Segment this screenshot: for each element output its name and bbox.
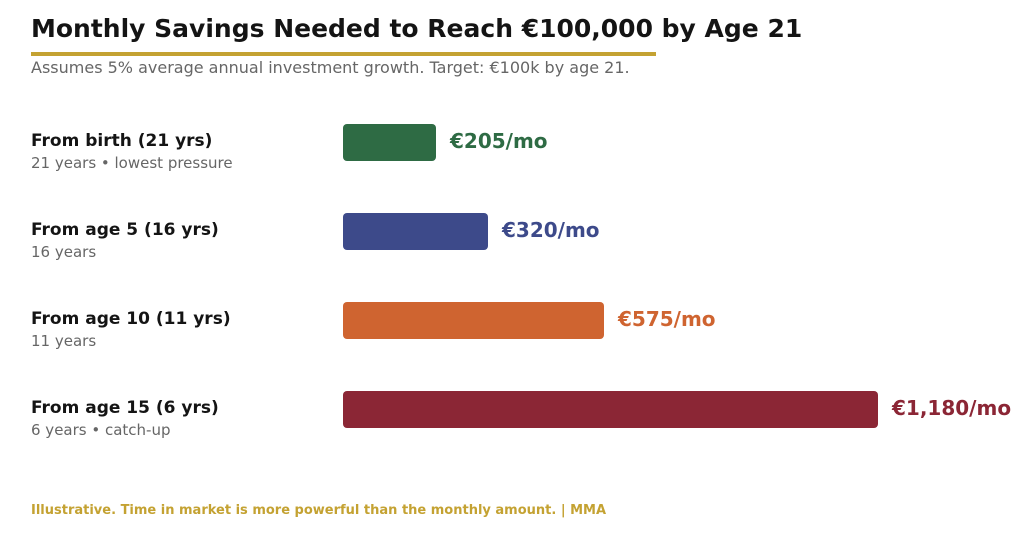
chart-subtitle: Assumes 5% average annual investment gro… xyxy=(31,58,630,77)
bar xyxy=(343,124,436,161)
category-label: From age 5 (16 yrs) xyxy=(31,220,219,240)
category-note: 21 years • lowest pressure xyxy=(31,154,233,172)
footer-note: Illustrative. Time in market is more pow… xyxy=(31,503,607,518)
value-label: €205/mo xyxy=(450,129,548,153)
bar xyxy=(343,302,604,339)
category-note: 11 years xyxy=(31,332,97,350)
value-label: €1,180/mo xyxy=(892,396,1012,420)
category-label: From age 10 (11 yrs) xyxy=(31,309,231,329)
title-underline xyxy=(31,52,656,56)
chart-title: Monthly Savings Needed to Reach €100,000… xyxy=(31,14,803,43)
category-label: From age 15 (6 yrs) xyxy=(31,398,219,418)
bar xyxy=(343,391,878,428)
category-note: 16 years xyxy=(31,243,97,261)
bar xyxy=(343,213,488,250)
category-note: 6 years • catch-up xyxy=(31,421,171,439)
value-label: €320/mo xyxy=(502,218,600,242)
value-label: €575/mo xyxy=(618,307,716,331)
category-label: From birth (21 yrs) xyxy=(31,131,213,151)
